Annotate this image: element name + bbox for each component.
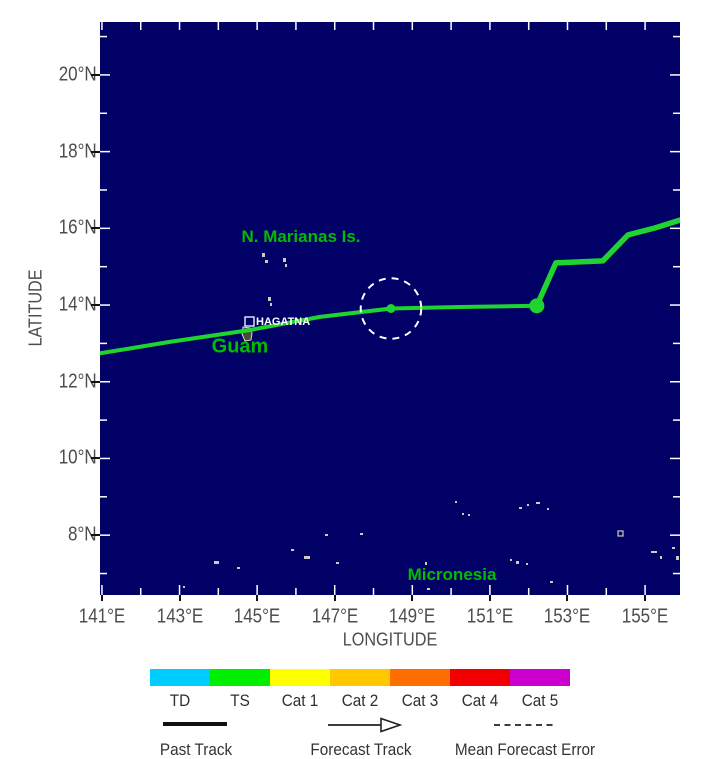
island bbox=[676, 556, 679, 560]
current-position-dot bbox=[529, 298, 545, 314]
mean-error-dashes-icon bbox=[494, 724, 556, 726]
category-swatch-cat-3 bbox=[390, 669, 450, 686]
category-label-td: TD bbox=[169, 691, 191, 710]
lon-outer-tick bbox=[644, 595, 647, 601]
category-label-cat-5: Cat 5 bbox=[521, 691, 559, 710]
category-label-cat-4: Cat 4 bbox=[461, 691, 499, 710]
n-marianas-label: N. Marianas Is. bbox=[241, 227, 361, 246]
lat-outer-tick bbox=[91, 150, 100, 153]
island bbox=[651, 551, 657, 553]
island bbox=[427, 588, 430, 590]
lat-outer-tick bbox=[91, 534, 100, 537]
island bbox=[660, 556, 662, 559]
island bbox=[510, 559, 512, 561]
lon-tick-label: 141°E bbox=[78, 605, 126, 628]
island bbox=[526, 563, 528, 565]
island bbox=[237, 567, 240, 569]
lat-tick-label: 20°N bbox=[59, 63, 97, 86]
island bbox=[455, 501, 457, 503]
lon-outer-tick bbox=[178, 595, 181, 601]
category-swatch-cat-4 bbox=[450, 669, 510, 686]
category-swatch-cat-1 bbox=[270, 669, 330, 686]
island bbox=[270, 303, 272, 306]
island bbox=[550, 581, 553, 583]
map-canvas bbox=[100, 22, 680, 595]
lon-outer-tick bbox=[100, 595, 103, 601]
past-track-line-symbol bbox=[163, 722, 227, 726]
lat-outer-tick bbox=[91, 457, 100, 460]
guam-label: Guam bbox=[211, 335, 269, 358]
y-axis-title: LATITUDE bbox=[25, 269, 46, 347]
category-label-cat-2: Cat 2 bbox=[341, 691, 379, 710]
lat-outer-tick bbox=[91, 227, 100, 230]
island bbox=[519, 507, 522, 509]
island bbox=[336, 562, 339, 564]
mean-forecast-error-label: Mean Forecast Error bbox=[454, 740, 596, 759]
lon-outer-tick bbox=[333, 595, 336, 601]
category-label-cat-3: Cat 3 bbox=[401, 691, 439, 710]
island bbox=[304, 556, 310, 559]
island bbox=[268, 297, 271, 301]
category-swatch-td bbox=[150, 669, 210, 686]
island bbox=[547, 508, 549, 510]
island bbox=[360, 533, 363, 535]
lat-tick-label: 18°N bbox=[59, 140, 97, 163]
lon-outer-tick bbox=[256, 595, 259, 601]
micronesia-label: Micronesia bbox=[407, 565, 497, 584]
island bbox=[183, 586, 185, 588]
lat-outer-tick bbox=[91, 304, 100, 307]
forecast-error-circle bbox=[359, 277, 423, 340]
lat-tick-label: 8°N bbox=[68, 523, 97, 546]
lat-tick-label: 10°N bbox=[59, 446, 97, 469]
lon-tick-label: 145°E bbox=[233, 605, 281, 628]
island bbox=[536, 502, 540, 504]
hagatna-label: HAGATNA bbox=[256, 316, 311, 328]
lon-tick-label: 143°E bbox=[156, 605, 203, 628]
forecast-track-label: Forecast Track bbox=[310, 740, 412, 759]
island bbox=[262, 253, 265, 257]
lon-outer-tick bbox=[488, 595, 491, 601]
island bbox=[462, 513, 464, 515]
island bbox=[283, 258, 286, 262]
lat-tick-label: 16°N bbox=[59, 216, 97, 239]
hagatna-marker bbox=[244, 316, 255, 327]
category-label-cat-1: Cat 1 bbox=[281, 691, 319, 710]
island bbox=[425, 562, 427, 565]
lon-tick-label: 155°E bbox=[621, 605, 669, 628]
island bbox=[325, 534, 328, 536]
forecast-arrow-icon bbox=[328, 717, 403, 733]
island bbox=[527, 504, 529, 506]
island bbox=[265, 260, 268, 263]
forecast-track-line bbox=[100, 303, 537, 356]
island bbox=[516, 561, 519, 564]
lat-outer-tick bbox=[91, 73, 100, 76]
past-track-line bbox=[534, 217, 680, 307]
category-swatch-ts bbox=[210, 669, 270, 686]
lat-tick-label: 14°N bbox=[59, 293, 97, 316]
lat-outer-tick bbox=[91, 380, 100, 383]
lat-tick-label: 12°N bbox=[59, 370, 97, 393]
lon-tick-label: 151°E bbox=[466, 605, 514, 628]
island bbox=[285, 264, 287, 267]
category-swatch-cat-2 bbox=[330, 669, 390, 686]
forecast-position-dot bbox=[386, 304, 396, 313]
lon-tick-label: 153°E bbox=[544, 605, 591, 628]
island bbox=[468, 514, 470, 516]
island bbox=[672, 547, 675, 549]
lon-tick-label: 149°E bbox=[389, 605, 436, 628]
lon-outer-tick bbox=[411, 595, 414, 601]
island-outline bbox=[617, 530, 624, 537]
category-label-ts: TS bbox=[230, 691, 250, 710]
island bbox=[214, 561, 219, 564]
x-axis-title: LONGITUDE bbox=[342, 629, 438, 650]
past-track-label: Past Track bbox=[159, 740, 233, 759]
category-swatch-cat-5 bbox=[510, 669, 570, 686]
island bbox=[291, 549, 294, 551]
map-plot: N. Marianas Is. Guam HAGATNA Micronesia bbox=[100, 22, 680, 595]
lon-tick-label: 147°E bbox=[311, 605, 358, 628]
lon-outer-tick bbox=[566, 595, 569, 601]
